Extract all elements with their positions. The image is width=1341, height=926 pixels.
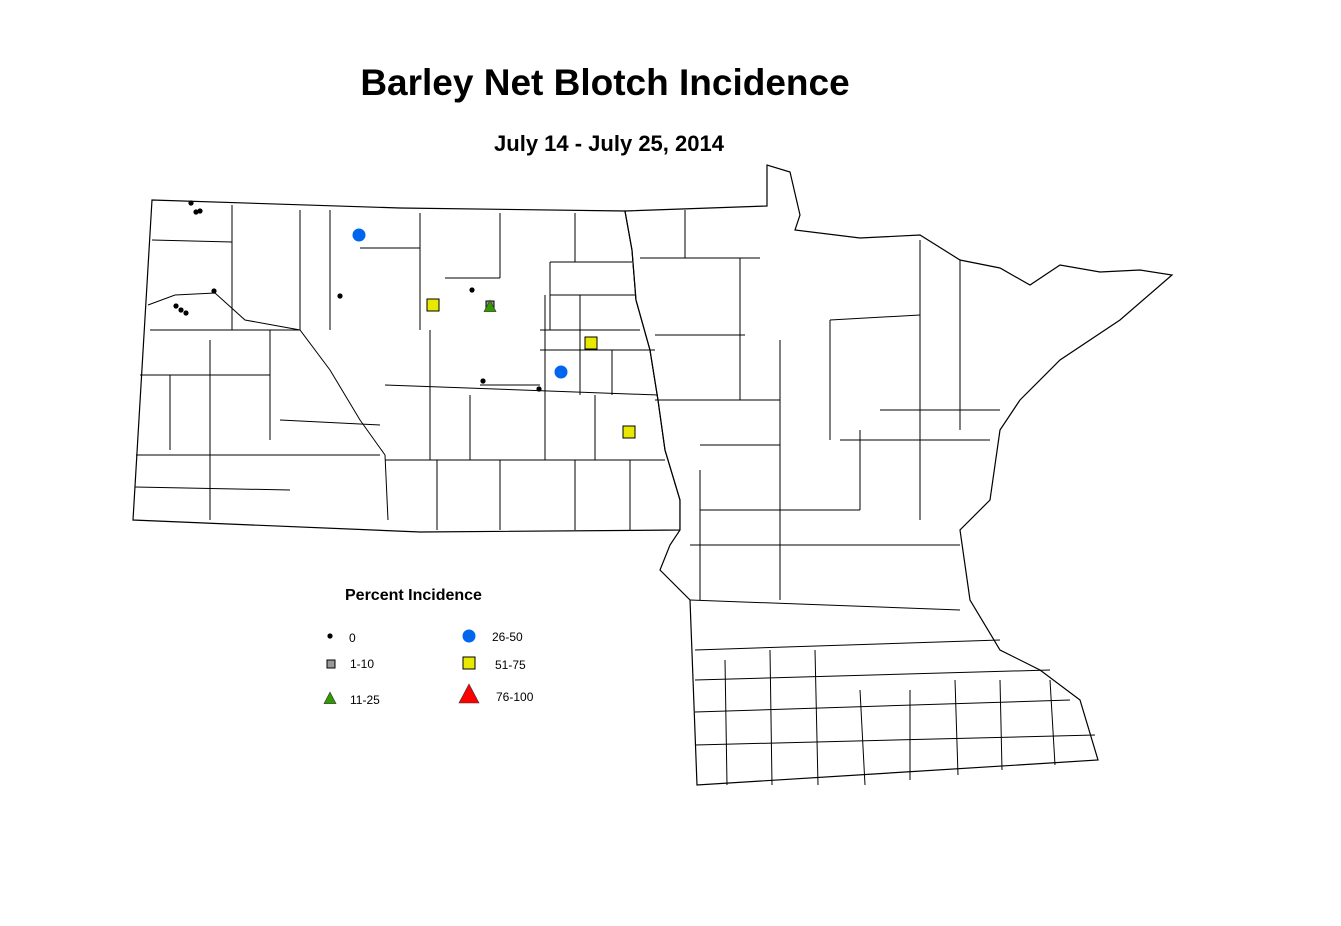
marker-0 (211, 288, 217, 294)
county-boundary (999, 679, 1003, 771)
marker-51-75 (426, 298, 440, 312)
county-boundary (694, 669, 1051, 681)
marker-0 (197, 208, 203, 214)
marker-11-25 (483, 299, 497, 312)
missouri-river (147, 292, 389, 521)
marker-1-10 (326, 659, 336, 669)
county-boundary (694, 639, 1001, 651)
marker-26-50 (352, 228, 366, 242)
marker-0 (327, 633, 333, 639)
legend-label-1-10: 1-10 (350, 657, 375, 671)
north-dakota-outline (132, 199, 681, 533)
map-subtitle: July 14 - July 25, 2014 (494, 131, 724, 156)
county-boundary (694, 734, 1096, 746)
legend-label-11-25: 11-25 (350, 693, 380, 707)
legend-title: Percent Incidence (345, 587, 482, 604)
marker-76-100 (458, 683, 480, 704)
red-river (624, 210, 681, 501)
marker-51-75 (622, 425, 636, 439)
marker-0 (193, 209, 199, 215)
map-title: Barley Net Blotch Incidence (360, 62, 850, 103)
marker-11-25 (323, 691, 337, 704)
legend-label-0: 0 (349, 631, 356, 645)
legend-label-26-50: 26-50 (492, 630, 523, 644)
marker-0 (536, 386, 542, 392)
marker-0 (188, 200, 194, 206)
county-boundary (1049, 679, 1056, 766)
marker-0 (469, 287, 475, 293)
marker-0 (480, 378, 486, 384)
county-boundary (724, 659, 728, 786)
minnesota-outline (624, 164, 1174, 786)
marker-51-75 (584, 336, 598, 350)
county-boundary (814, 649, 819, 786)
county-boundary (829, 314, 921, 321)
marker-26-50 (462, 629, 476, 643)
county-boundary (694, 699, 1071, 713)
marker-0 (173, 303, 179, 309)
county-boundary (769, 649, 773, 786)
marker-0 (178, 307, 184, 313)
marker-51-75 (462, 656, 476, 670)
legend-label-76-100: 76-100 (496, 690, 534, 704)
legend-label-51-75: 51-75 (495, 658, 526, 672)
county-boundary (151, 239, 233, 243)
county-boundary (689, 599, 961, 611)
county-boundary (134, 486, 291, 491)
marker-0 (183, 310, 189, 316)
marker-0 (337, 293, 343, 299)
marker-26-50 (554, 365, 568, 379)
county-boundary (859, 689, 866, 786)
county-boundary (954, 679, 959, 776)
